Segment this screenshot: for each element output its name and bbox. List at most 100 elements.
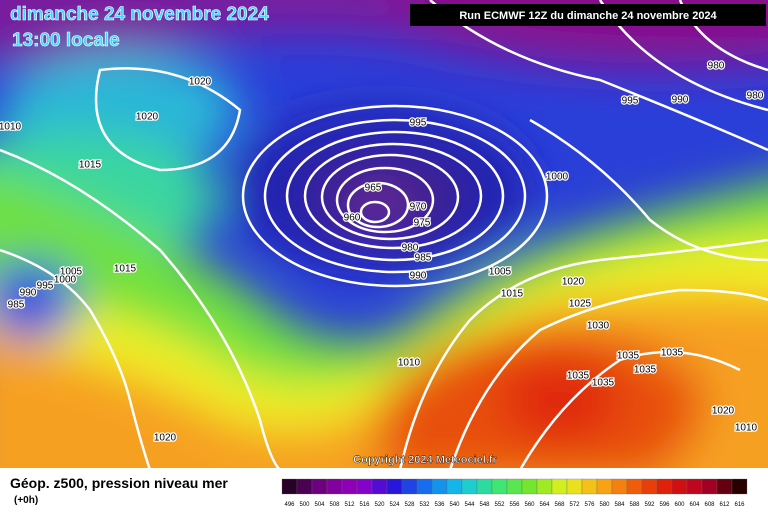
- isobar-label: 1020: [562, 277, 585, 288]
- colorbar-swatch: [536, 478, 553, 495]
- isobar-label: 1020: [189, 77, 212, 88]
- colorbar-swatch: [731, 478, 748, 495]
- isobar-label: 995: [622, 96, 639, 107]
- isobar-label: 960: [344, 213, 361, 224]
- isobar-label: 1010: [398, 358, 421, 369]
- colorbar-swatch: [281, 478, 298, 495]
- isobar-label: 1035: [634, 365, 657, 376]
- isobar-label: 965: [365, 183, 382, 194]
- colorbar-swatch: [506, 478, 523, 495]
- isobar-label: 1020: [136, 112, 159, 123]
- colorbar-label: 540: [449, 502, 460, 508]
- legend-lead: (+0h): [14, 495, 38, 506]
- colorbar-swatch: [611, 478, 628, 495]
- colorbar-swatch: [461, 478, 478, 495]
- colorbar-label: 584: [614, 502, 625, 508]
- colorbar-label: 512: [344, 502, 355, 508]
- colorbar-label: 496: [284, 502, 295, 508]
- isobar-label: 1035: [661, 348, 684, 359]
- map-time: 13:00 locale: [12, 30, 120, 51]
- isobar-label: 980: [402, 243, 419, 254]
- colorbar-label: 524: [389, 502, 400, 508]
- colorbar-label: 612: [719, 502, 730, 508]
- colorbar-label: 556: [509, 502, 520, 508]
- colorbar-swatch: [296, 478, 313, 495]
- colorbar-label: 588: [629, 502, 640, 508]
- colorbar-swatch: [641, 478, 658, 495]
- isobar-label: 1005: [489, 267, 512, 278]
- colorbar-swatch: [341, 478, 358, 495]
- legend-title: Géop. z500, pression niveau mer: [10, 475, 228, 491]
- colorbar-swatch: [311, 478, 328, 495]
- colorbar-label: 580: [599, 502, 610, 508]
- colorbar-label: 520: [374, 502, 385, 508]
- colorbar-swatch: [626, 478, 643, 495]
- colorbar-label: 568: [554, 502, 565, 508]
- isobar-label: 990: [410, 271, 427, 282]
- colorbar-swatch: [581, 478, 598, 495]
- colorbar-label: 560: [524, 502, 535, 508]
- colorbar-swatch: [371, 478, 388, 495]
- colorbar-label: 564: [539, 502, 550, 508]
- isobar-label: 980: [708, 61, 725, 72]
- colorbar-label: 500: [299, 502, 310, 508]
- colorbar-swatch: [686, 478, 703, 495]
- colorbar-label: 544: [464, 502, 475, 508]
- isobar-label: 990: [672, 95, 689, 106]
- colorbar-label: 504: [314, 502, 325, 508]
- colorbar-swatch: [386, 478, 403, 495]
- colorbar-label: 608: [704, 502, 715, 508]
- isobar-label: 980: [747, 91, 764, 102]
- colorbar-swatch: [671, 478, 688, 495]
- colorbar-label: 592: [644, 502, 655, 508]
- isobar-label: 990: [20, 288, 37, 299]
- isobar-label: 1020: [712, 406, 735, 417]
- isobar-label: 985: [415, 253, 432, 264]
- colorbar-label: 508: [329, 502, 340, 508]
- colorbar-swatch: [656, 478, 673, 495]
- colorbar-swatch: [326, 478, 343, 495]
- colorbar-label: 516: [359, 502, 370, 508]
- isobar-labels: 1020102010101015995965960970975980985990…: [0, 59, 765, 445]
- isobar-label: 1015: [79, 160, 102, 171]
- colorbar-swatch: [416, 478, 433, 495]
- colorbar-swatch: [716, 478, 733, 495]
- isobar-label: 1010: [0, 122, 22, 133]
- isobar-label: 970: [410, 202, 427, 213]
- colorbar-label: 604: [689, 502, 700, 508]
- colorbar-label: 552: [494, 502, 505, 508]
- copyright: Copyright 2024 Meteociel.fr: [353, 454, 497, 466]
- colorbar-swatch: [551, 478, 568, 495]
- colorbar-swatch: [356, 478, 373, 495]
- isobar-label: 1030: [587, 321, 610, 332]
- colorbar-swatch: [476, 478, 493, 495]
- isobar-label: 995: [410, 118, 427, 129]
- colorbar-label: 548: [479, 502, 490, 508]
- run-label: Run ECMWF 12Z du dimanche 24 novembre 20…: [459, 10, 717, 22]
- isobar-label: 1035: [617, 351, 640, 362]
- colorbar-label: 532: [419, 502, 430, 508]
- colorbar: 496 500 504 508 512 516 520 524 528 532 536 540 544 5…: [281, 478, 748, 508]
- colorbar-swatch: [491, 478, 508, 495]
- isobar-label: 1005: [60, 267, 83, 278]
- colorbar-label: 616: [734, 502, 745, 508]
- isobar-label: 1015: [501, 289, 524, 300]
- colorbar-label: 572: [569, 502, 580, 508]
- colorbar-swatch: [521, 478, 538, 495]
- colorbar-label: 528: [404, 502, 415, 508]
- isobar-label: 975: [414, 218, 431, 229]
- map-date: dimanche 24 novembre 2024: [10, 4, 269, 25]
- colorbar-label: 536: [434, 502, 445, 508]
- colorbar-swatch: [401, 478, 418, 495]
- colorbar-swatch: [431, 478, 448, 495]
- isobar-label: 985: [8, 300, 25, 311]
- isobar-label: 1025: [569, 299, 592, 310]
- colorbar-swatch: [701, 478, 718, 495]
- isobar-label: 1015: [114, 264, 137, 275]
- isobar-label: 1000: [54, 275, 77, 286]
- colorbar-label: 576: [584, 502, 595, 508]
- isobar-label: 1035: [592, 378, 615, 389]
- isobar-label: 995: [37, 281, 54, 292]
